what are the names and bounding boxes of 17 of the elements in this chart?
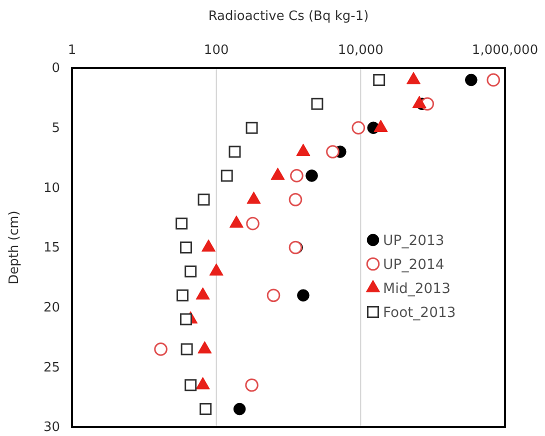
legend-label: UP_2013	[383, 233, 444, 249]
y-tick-label: 25	[43, 360, 60, 376]
x-tick-label: 1	[68, 43, 76, 58]
x-tick-label: 1,000,000	[472, 43, 538, 58]
y-tick-label: 5	[52, 120, 60, 136]
x-tick-label: 100	[204, 43, 229, 58]
y-tick-label: 0	[52, 61, 60, 76]
x-tick-label: 10,000	[338, 43, 384, 58]
y-tick-label: 10	[43, 180, 60, 196]
y-tick-label: 20	[43, 300, 60, 316]
legend-label: UP_2014	[383, 257, 444, 273]
legend-label: Foot_2013	[383, 305, 456, 321]
chart-title: Radioactive Cs (Bq kg-1)	[208, 9, 369, 24]
legend-label: Mid_2013	[383, 281, 450, 297]
y-axis-title: Depth (cm)	[7, 210, 22, 284]
y-tick-label: 30	[43, 420, 60, 436]
y-tick-label: 15	[43, 240, 60, 256]
